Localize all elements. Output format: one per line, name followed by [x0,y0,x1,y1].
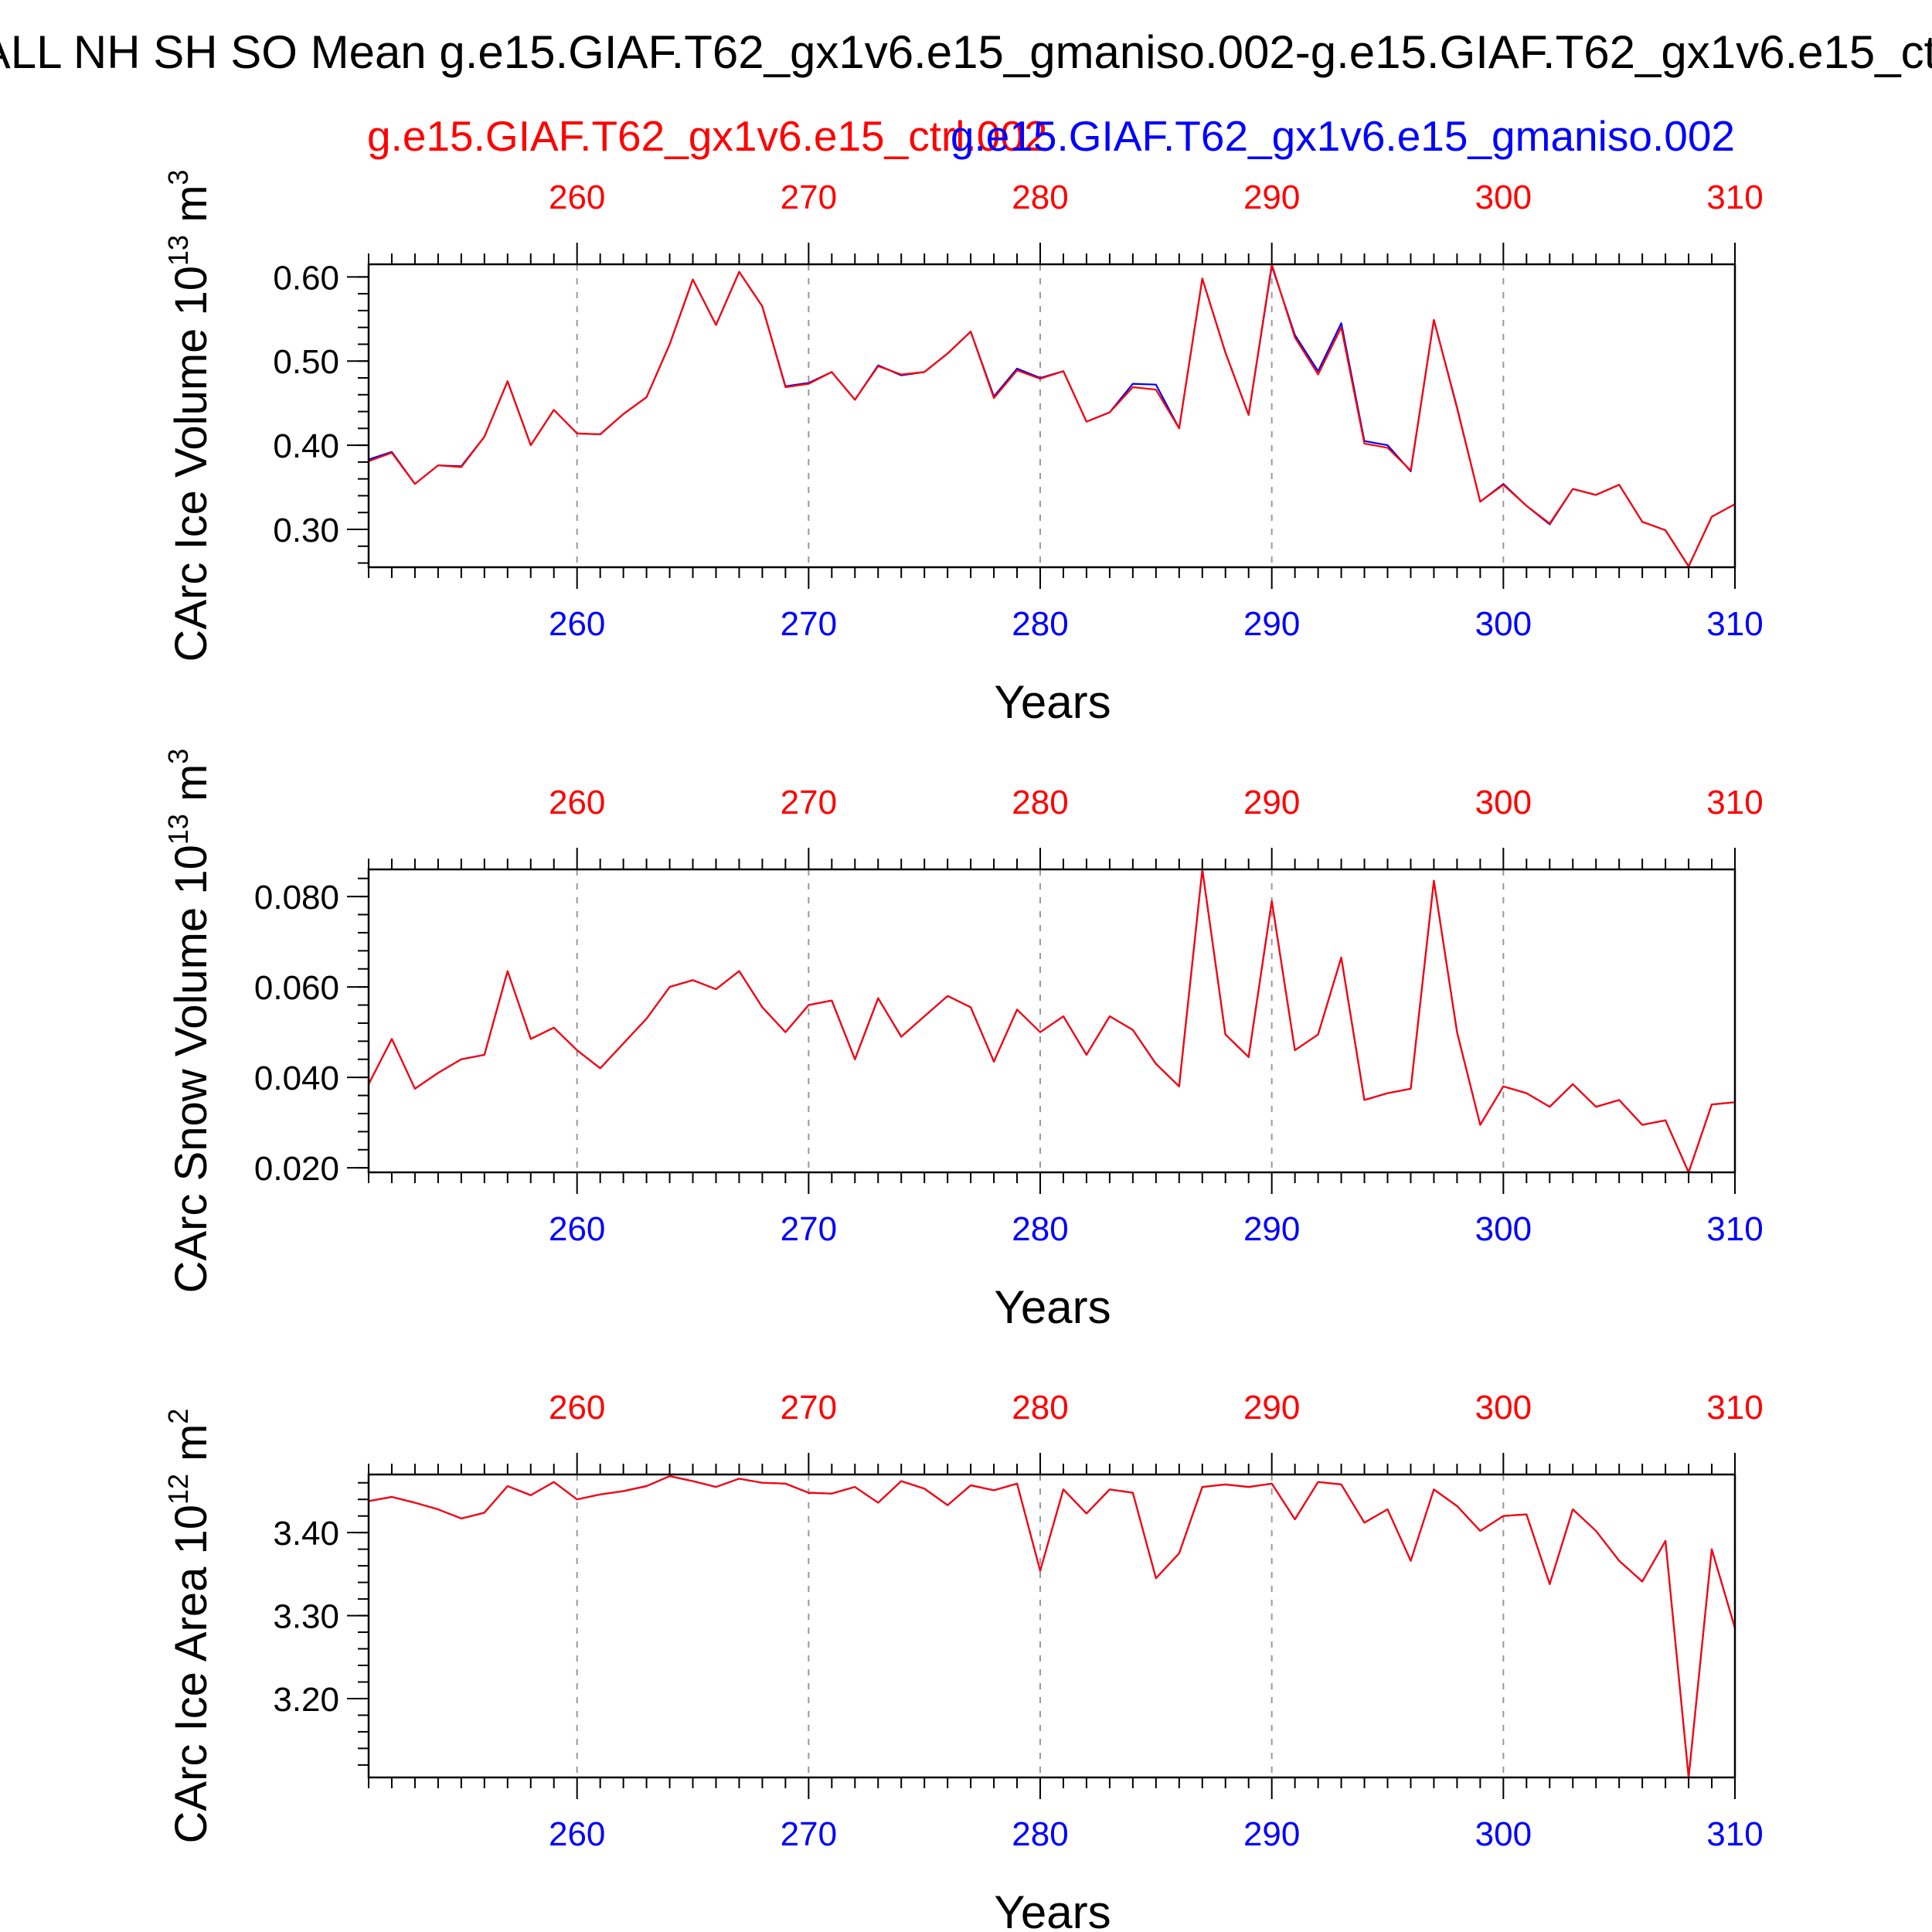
x-tick-label-top: 300 [1475,784,1532,821]
x-tick-label-bottom: 280 [1012,1815,1068,1853]
x-tick-label-top: 290 [1243,1389,1300,1427]
x-tick-label-bottom: 290 [1243,605,1300,643]
y-axis-label-unit-exponent: 2 [162,1409,194,1424]
legend-case1-label: g.e15.GIAF.T62_gx1v6.e15_ctrl.002 [367,112,1048,160]
x-tick-label-bottom: 300 [1475,1210,1532,1248]
y-tick-label: 0.020 [254,1150,339,1188]
x-tick-label-bottom: 280 [1012,1210,1068,1248]
x-axis-label: Years [994,1886,1111,1932]
x-tick-label-bottom: 280 [1012,605,1068,643]
y-tick-label: 0.040 [254,1060,339,1097]
x-tick-label-bottom: 300 [1475,1815,1532,1853]
series-line-gmaniso [368,1475,1736,1779]
y-axis-label-exponent: 12 [162,1474,194,1505]
x-tick-label-top: 270 [781,179,837,216]
y-tick-label: 0.30 [273,512,339,549]
plot-frame [367,263,1736,569]
y-axis-label-exponent: 13 [162,814,194,845]
series-line-gmaniso [368,868,1736,1174]
x-tick-label-top: 300 [1475,179,1532,216]
x-tick-label-bottom: 270 [781,1815,837,1853]
y-tick-label: 0.40 [273,427,339,465]
legend-case2-label: g.e15.GIAF.T62_gx1v6.e15_gmaniso.002 [951,112,1735,160]
panel-snow-volume: 0.020 0.040 0.060 0.080 260 260 270 270 280 280 29… [162,749,1764,1333]
x-tick-label-top: 270 [781,1389,837,1427]
y-axis-label-text: CArc Snow Volume 10 [166,845,216,1293]
x-tick-label-bottom: 310 [1706,1210,1763,1248]
y-tick-label: 0.080 [254,879,339,917]
y-axis-label-exponent: 13 [162,235,194,266]
plot-frame [367,1473,1736,1779]
y-tick-label: 3.30 [273,1598,339,1636]
x-tick-label-bottom: 260 [549,1815,605,1853]
x-tick-label-top: 310 [1706,179,1763,216]
y-axis-label-unit: m [166,764,216,814]
x-tick-label-top: 310 [1706,784,1763,821]
x-tick-label-bottom: 300 [1475,605,1532,643]
x-axis-label: Years [994,676,1111,728]
y-axis-label-unit-exponent: 3 [162,749,194,764]
y-axis-label: CArc Snow Volume 1013 m3 [162,749,216,1294]
y-axis-label-unit: m [166,1424,216,1474]
x-tick-label-bottom: 290 [1243,1210,1300,1248]
series-line-ctrl [368,1475,1736,1779]
y-tick-label: 3.40 [273,1515,339,1553]
chart-title: ANN ALL NH SH SO Mean g.e15.GIAF.T62_gx1… [0,26,1932,78]
y-tick-label: 3.20 [273,1681,339,1719]
x-tick-label-top: 310 [1706,1389,1763,1427]
x-tick-label-bottom: 270 [781,605,837,643]
x-axis-label: Years [994,1281,1111,1333]
series-line-gmaniso [368,265,1736,568]
x-tick-label-top: 280 [1012,1389,1068,1427]
x-tick-label-bottom: 270 [781,1210,837,1248]
y-tick-label: 0.60 [273,259,339,297]
x-tick-label-top: 260 [549,1389,605,1427]
panel-ice-volume: 0.30 0.40 0.50 0.60 260 260 270 270 280 280 290 290… [162,169,1764,728]
y-axis-label-unit-exponent: 3 [162,169,194,185]
x-tick-label-top: 260 [549,179,605,216]
y-tick-label: 0.060 [254,969,339,1007]
x-tick-label-top: 300 [1475,1389,1532,1427]
x-tick-label-bottom: 260 [549,605,605,643]
y-axis-label: CArc Ice Volume 1013 m3 [162,169,216,662]
x-tick-label-top: 290 [1243,784,1300,821]
x-tick-label-top: 280 [1012,179,1068,216]
x-tick-label-top: 260 [549,784,605,821]
x-tick-label-top: 290 [1243,179,1300,216]
y-tick-label: 0.50 [273,343,339,381]
panel-ice-area: 3.20 3.30 3.40 260 260 270 270 280 280 290 290 300 3… [162,1389,1764,1932]
x-tick-label-top: 270 [781,784,837,821]
series-line-ctrl [368,868,1736,1174]
y-axis-label-text: CArc Ice Volume 10 [166,266,216,662]
x-tick-label-top: 280 [1012,784,1068,821]
x-tick-label-bottom: 310 [1706,1815,1763,1853]
y-axis-label-text: CArc Ice Area 10 [166,1505,216,1843]
x-tick-label-bottom: 290 [1243,1815,1300,1853]
y-axis-label-unit: m [166,185,216,234]
x-tick-label-bottom: 260 [549,1210,605,1248]
series-line-ctrl [368,263,1736,568]
y-axis-label: CArc Ice Area 1012 m2 [162,1409,216,1844]
x-tick-label-bottom: 310 [1706,605,1763,643]
plot-frame [367,868,1736,1174]
